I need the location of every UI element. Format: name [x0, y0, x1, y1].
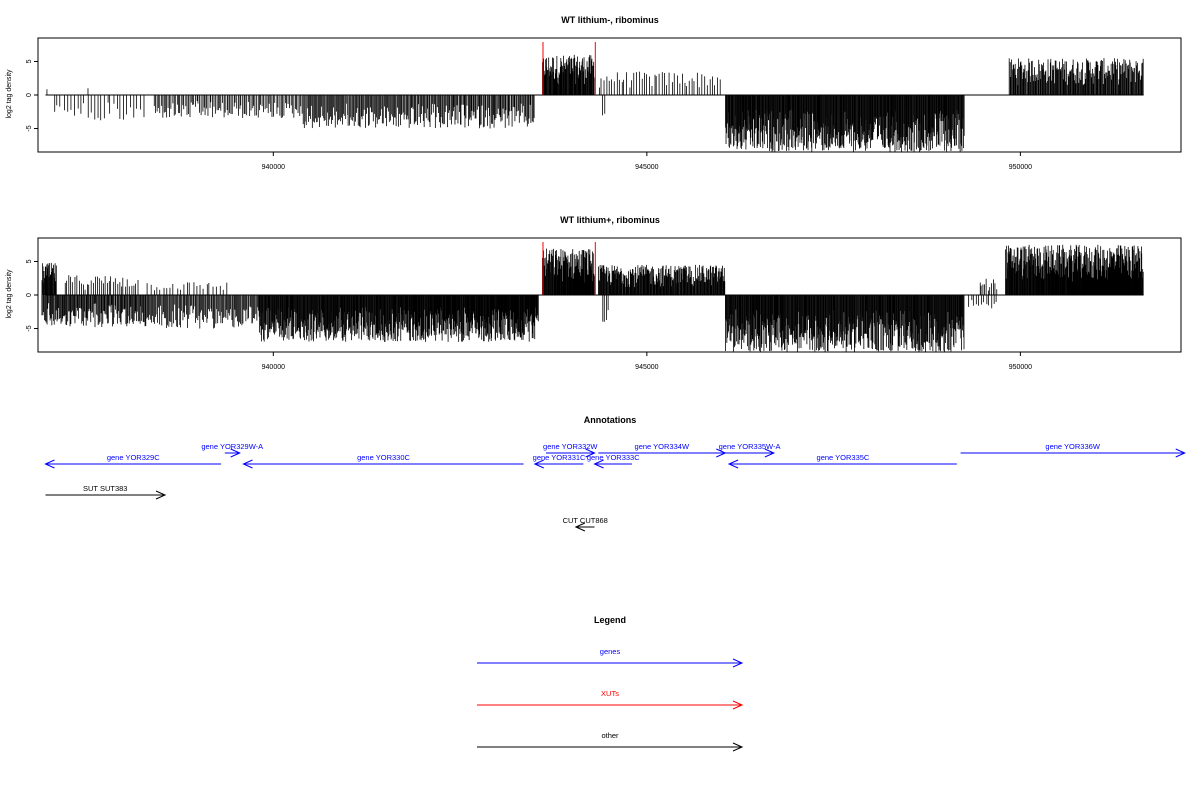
feature-label: SUT SUT383	[83, 484, 127, 493]
y-tick-label: 5	[26, 259, 33, 263]
x-tick-label: 940000	[262, 164, 285, 171]
feature-label: gene YOR330C	[357, 453, 410, 462]
legend-label: genes	[600, 647, 621, 656]
y-tick-label: 0	[26, 93, 33, 97]
annotations-title: Annotations	[584, 415, 637, 425]
boundary-markers	[542, 42, 596, 95]
annotation-feature: gene YOR331C	[533, 453, 586, 469]
feature-label: gene YOR331C	[533, 453, 586, 462]
feature-label: gene YOR336W	[1045, 442, 1100, 451]
x-tick-label: 940000	[262, 364, 285, 371]
feature-label: gene YOR333C	[587, 453, 640, 462]
y-tick-label: -5	[26, 125, 33, 131]
signal-bars	[41, 244, 1144, 352]
panel-title: WT lithium-, ribominus	[561, 15, 659, 25]
x-tick-label: 950000	[1009, 364, 1032, 371]
legend-items: genes XUTs other	[477, 647, 744, 752]
legend-item: other	[477, 731, 744, 752]
annotation-feature: SUT SUT383	[45, 484, 167, 500]
y-axis: 5 0 -5	[26, 59, 38, 132]
annotation-feature: gene YOR335C	[727, 453, 957, 469]
annotation-feature: gene YOR334W	[598, 442, 727, 458]
annotation-feature: gene YOR335W-A	[719, 442, 781, 458]
annotation-feature: gene YOR336W	[960, 442, 1186, 458]
feature-label: gene YOR329W-A	[201, 442, 263, 451]
feature-label: gene YOR329C	[107, 453, 160, 462]
legend-item: XUTs	[477, 689, 744, 710]
feature-label: gene YOR335W-A	[719, 442, 781, 451]
annotation-feature: CUT CUT868	[563, 516, 608, 532]
annotation-feature: gene YOR330C	[242, 453, 524, 469]
legend: Legend genes XUTs other	[477, 615, 744, 752]
legend-label: XUTs	[601, 689, 619, 698]
x-tick-label: 945000	[635, 364, 658, 371]
boundary-markers	[542, 242, 596, 295]
legend-label: other	[601, 731, 619, 740]
y-tick-label: -5	[26, 325, 33, 331]
y-axis-label: log2 tag density	[6, 269, 13, 319]
feature-label: gene YOR335C	[817, 453, 870, 462]
annotation-features: gene YOR329C gene YOR329W-A gene YOR330C ge…	[44, 442, 1186, 532]
annotation-feature: gene YOR329C	[44, 453, 222, 469]
x-axis: 940000 945000 950000	[262, 152, 1032, 171]
track-panel-lithium-minus: WT lithium-, ribominus log2 tag density …	[6, 15, 1182, 171]
y-axis: 5 0 -5	[26, 259, 38, 332]
y-tick-label: 5	[26, 59, 33, 63]
annotation-feature: gene YOR332W	[543, 442, 598, 458]
y-tick-label: 0	[26, 293, 33, 297]
feature-label: CUT CUT868	[563, 516, 608, 525]
x-axis: 940000 945000 950000	[262, 352, 1032, 371]
annotation-feature: gene YOR333C	[587, 453, 640, 469]
feature-label: gene YOR332W	[543, 442, 598, 451]
y-axis-label: log2 tag density	[6, 69, 13, 119]
x-tick-label: 945000	[635, 164, 658, 171]
x-tick-label: 950000	[1009, 164, 1032, 171]
legend-item: genes	[477, 647, 744, 668]
feature-label: gene YOR334W	[635, 442, 690, 451]
signal-bars	[45, 54, 1144, 152]
legend-title: Legend	[594, 615, 626, 625]
track-panel-lithium-plus: WT lithium+, ribominus log2 tag density …	[6, 215, 1182, 371]
panel-title: WT lithium+, ribominus	[560, 215, 660, 225]
annotation-feature: gene YOR329W-A	[201, 442, 263, 458]
